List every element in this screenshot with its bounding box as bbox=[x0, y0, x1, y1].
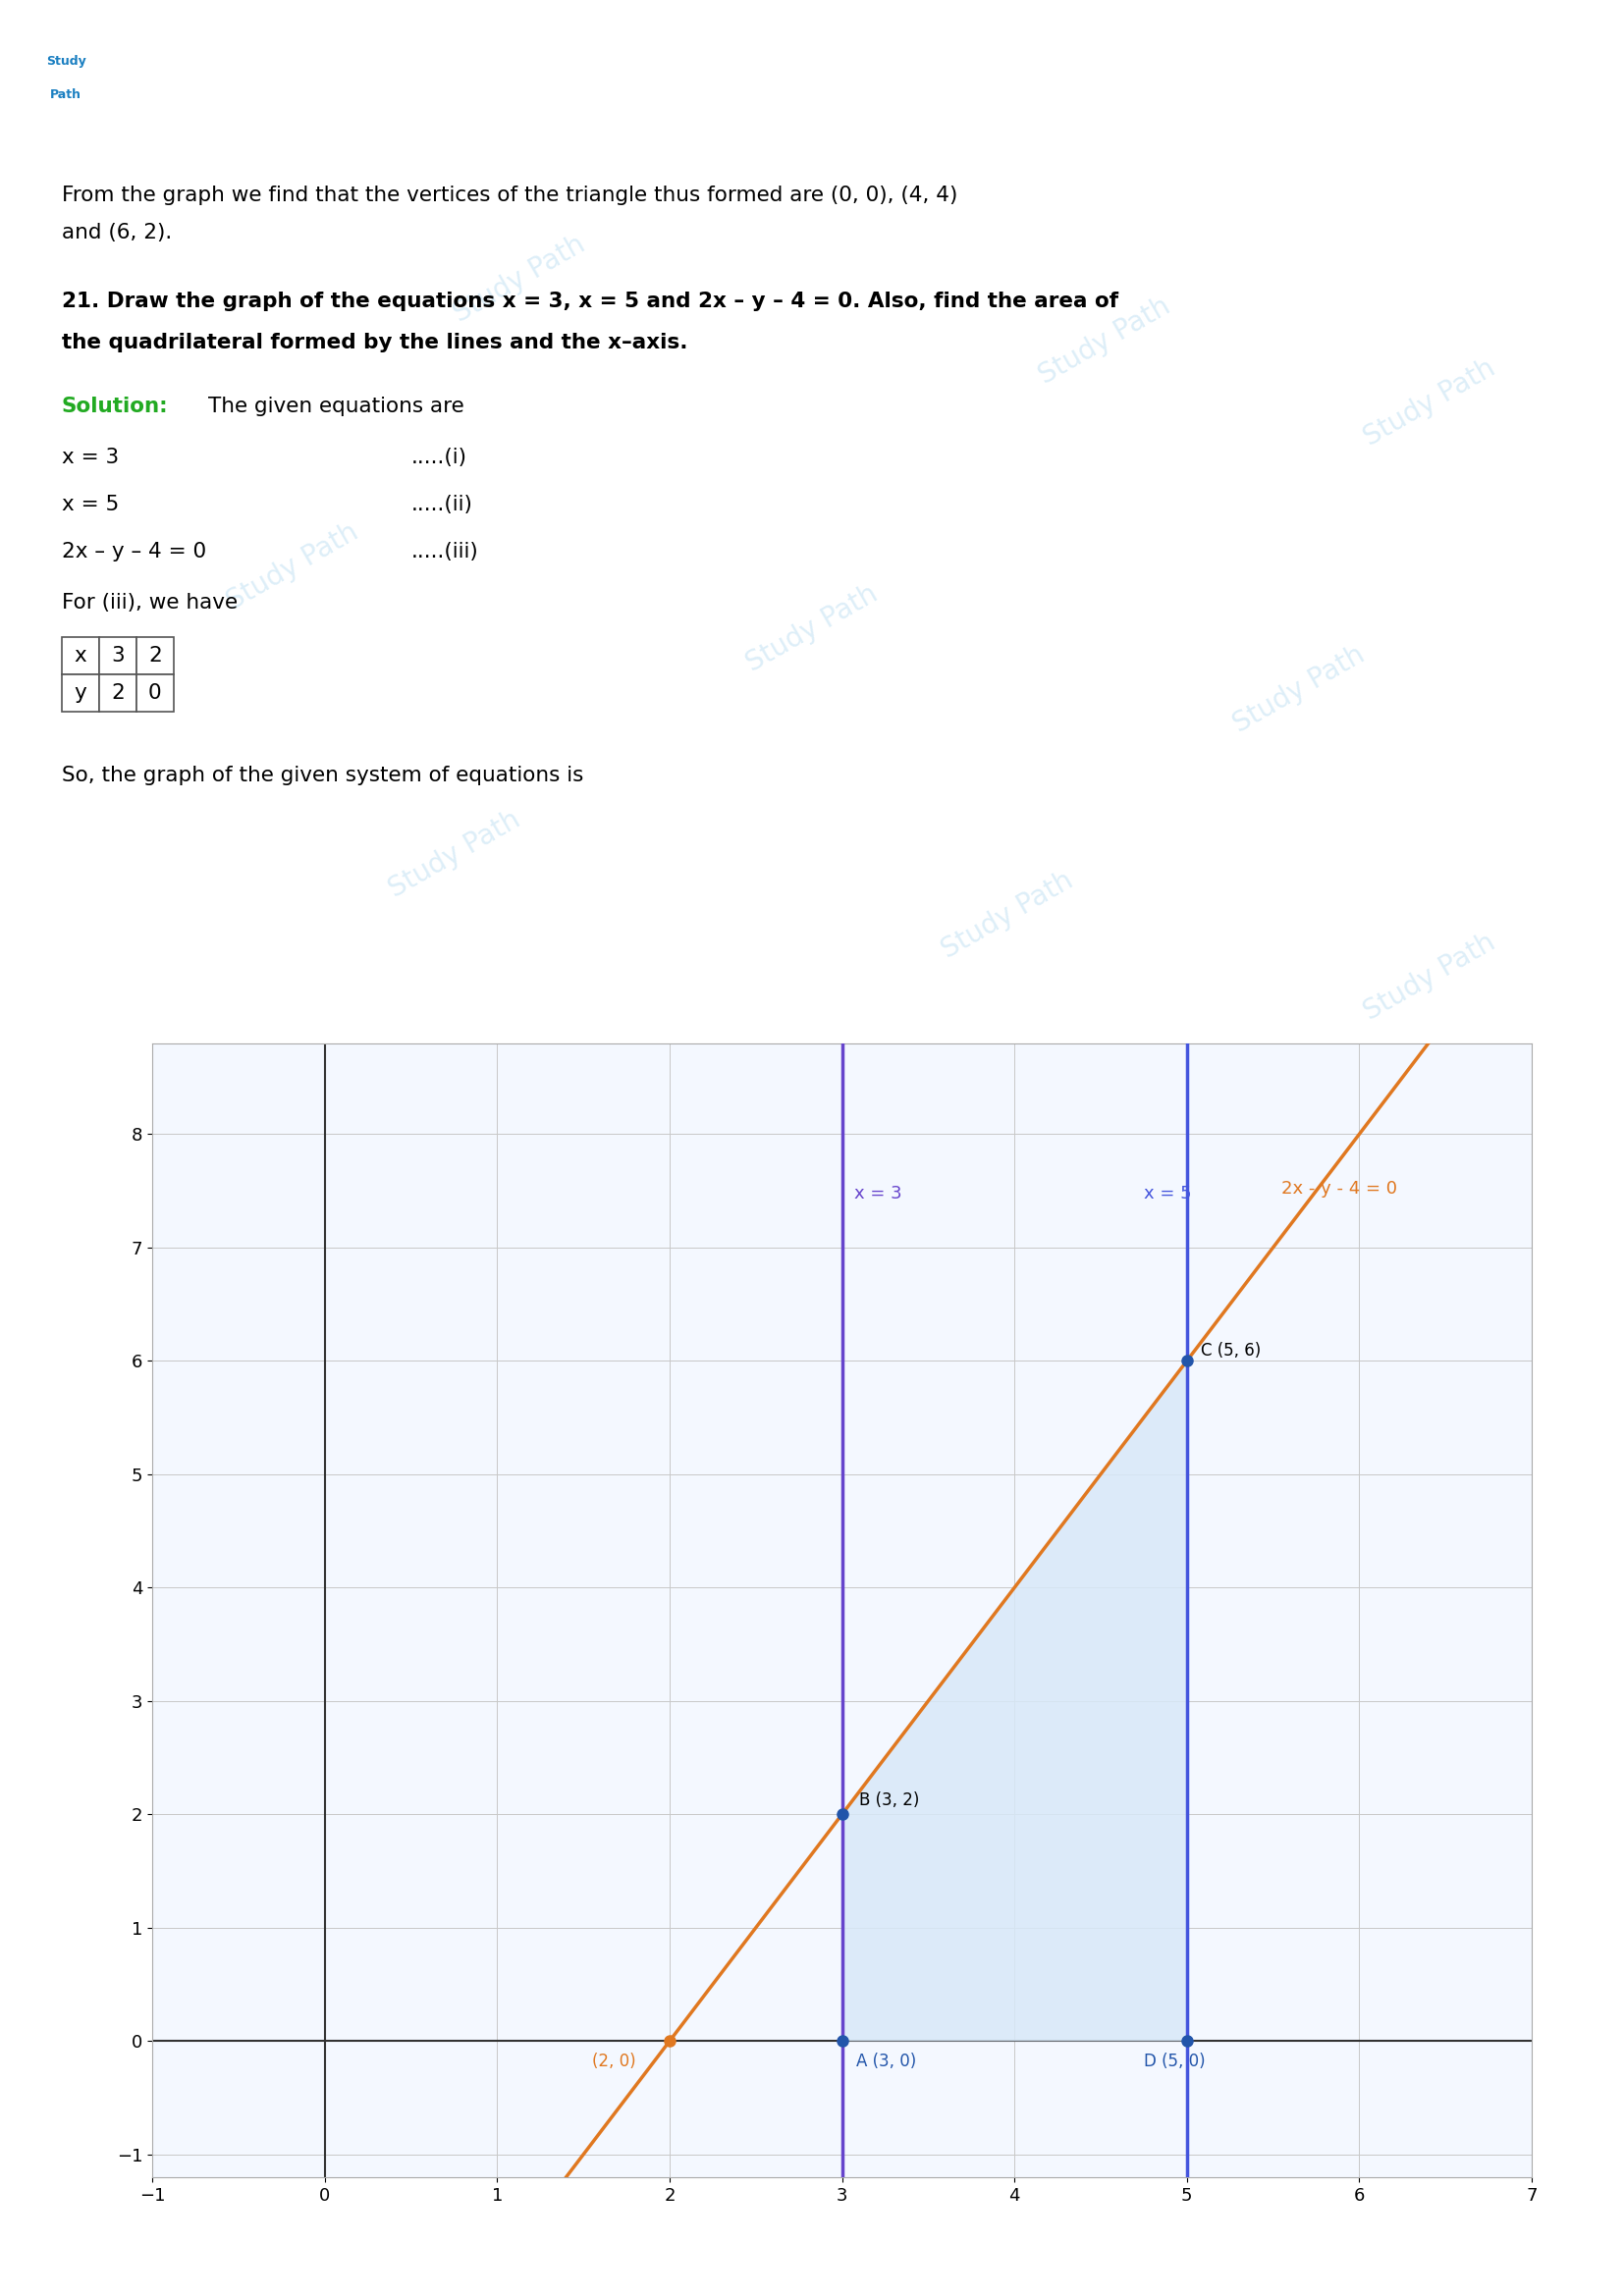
Text: 21. Draw the graph of the equations x = 3, x = 5 and 2x – y – 4 = 0. Also, find : 21. Draw the graph of the equations x = … bbox=[62, 292, 1119, 312]
Text: Study Path: Study Path bbox=[416, 1401, 559, 1497]
Text: Study Path: Study Path bbox=[253, 1708, 396, 1807]
Text: Study Path: Study Path bbox=[221, 519, 364, 615]
Text: 2: 2 bbox=[110, 684, 125, 703]
Text: Study Path: Study Path bbox=[1358, 928, 1501, 1026]
Text: Study Path: Study Path bbox=[383, 806, 526, 902]
Bar bbox=[62, 675, 99, 712]
Text: C (5, 6): C (5, 6) bbox=[1200, 1341, 1260, 1359]
Text: Study Path: Study Path bbox=[935, 868, 1078, 964]
Text: x = 5: x = 5 bbox=[1143, 1185, 1192, 1203]
Text: From the graph we find that the vertices of the triangle thus formed are (0, 0),: From the graph we find that the vertices… bbox=[62, 186, 958, 204]
Text: Study Path: Study Path bbox=[1147, 1217, 1289, 1313]
Text: Study Path: Study Path bbox=[1228, 641, 1371, 739]
Text: 2x – y – 4 = 0: 2x – y – 4 = 0 bbox=[62, 542, 206, 563]
Text: Study Path: Study Path bbox=[497, 1954, 640, 2053]
Text: So, the graph of the given system of equations is: So, the graph of the given system of equ… bbox=[62, 765, 583, 785]
Text: Study Path: Study Path bbox=[1309, 1525, 1452, 1621]
Text: Study Path: Study Path bbox=[903, 1463, 1046, 1559]
Text: .....(ii): .....(ii) bbox=[411, 494, 473, 514]
Text: Study Path: Study Path bbox=[448, 230, 591, 328]
Text: 3: 3 bbox=[110, 645, 125, 666]
Text: the quadrilateral formed by the lines and the x–axis.: the quadrilateral formed by the lines an… bbox=[62, 333, 687, 354]
Text: Study Path: Study Path bbox=[741, 579, 883, 677]
Text: Study: Study bbox=[45, 55, 86, 67]
Text: Study Path: Study Path bbox=[172, 1093, 315, 1189]
Text: .....(i): .....(i) bbox=[411, 448, 466, 468]
Text: For (iii), we have: For (iii), we have bbox=[62, 592, 237, 613]
Text: (2, 0): (2, 0) bbox=[591, 2053, 635, 2071]
Text: Class - 10: Class - 10 bbox=[755, 34, 869, 57]
Text: Page 40 of 42: Page 40 of 42 bbox=[723, 2241, 901, 2264]
Text: A (3, 0): A (3, 0) bbox=[856, 2053, 916, 2071]
Bar bbox=[99, 636, 136, 675]
Text: D (5, 0): D (5, 0) bbox=[1143, 2053, 1205, 2071]
Text: Maths – RD Sharma Solutions: Maths – RD Sharma Solutions bbox=[586, 76, 1038, 103]
Text: Study Path: Study Path bbox=[1033, 292, 1176, 390]
Bar bbox=[136, 636, 174, 675]
Text: The given equations are: The given equations are bbox=[208, 397, 464, 416]
Text: 2x - y - 4 = 0: 2x - y - 4 = 0 bbox=[1281, 1180, 1398, 1196]
Text: Study Path: Study Path bbox=[984, 2016, 1127, 2115]
Text: Study Path: Study Path bbox=[741, 1770, 883, 1867]
Text: B (3, 2): B (3, 2) bbox=[859, 1791, 919, 1809]
Text: y: y bbox=[75, 684, 86, 703]
Text: Solution:: Solution: bbox=[62, 397, 169, 416]
Ellipse shape bbox=[13, 11, 120, 138]
Text: 0: 0 bbox=[148, 684, 162, 703]
Text: .....(iii): .....(iii) bbox=[411, 542, 479, 563]
Text: x = 3: x = 3 bbox=[854, 1185, 901, 1203]
Text: x = 5: x = 5 bbox=[62, 494, 119, 514]
Text: Study Path: Study Path bbox=[1358, 354, 1501, 450]
Text: x: x bbox=[75, 645, 86, 666]
Polygon shape bbox=[841, 1362, 1187, 2041]
Text: Study Path: Study Path bbox=[1228, 1832, 1371, 1929]
Bar bbox=[136, 675, 174, 712]
Bar bbox=[99, 675, 136, 712]
Text: Path: Path bbox=[50, 90, 81, 101]
Text: Study Path: Study Path bbox=[659, 1155, 802, 1251]
Bar bbox=[62, 636, 99, 675]
Text: x = 3: x = 3 bbox=[62, 448, 119, 468]
Text: 2: 2 bbox=[148, 645, 162, 666]
Text: Chapter 3: Pair of Linear Equations in Two Variables: Chapter 3: Pair of Linear Equations in T… bbox=[451, 122, 1173, 145]
Text: and (6, 2).: and (6, 2). bbox=[62, 223, 172, 243]
